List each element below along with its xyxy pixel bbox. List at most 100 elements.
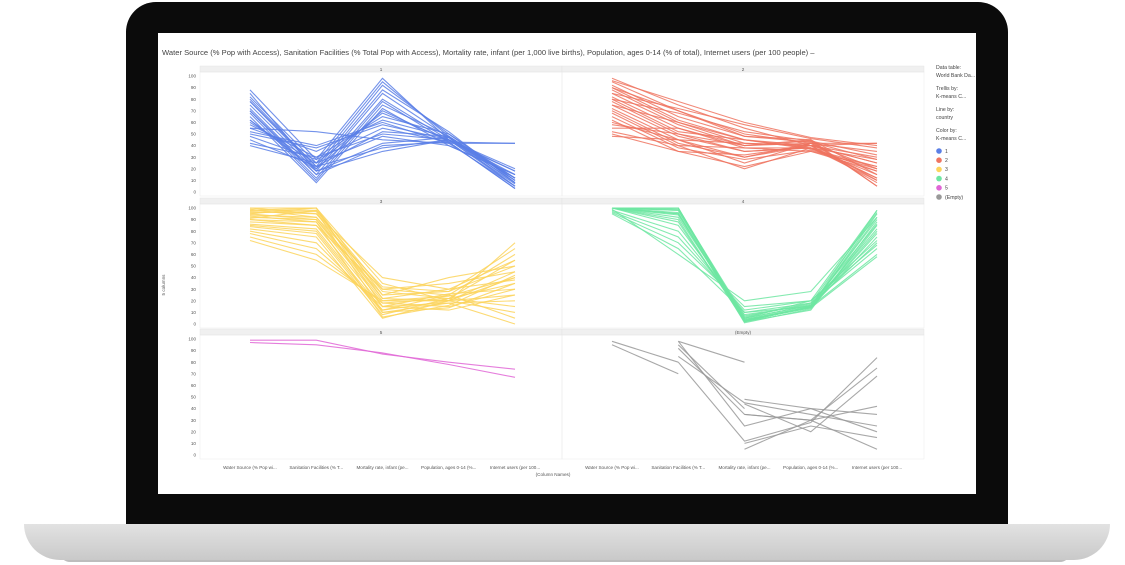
series-line	[611, 207, 878, 318]
series-line	[249, 209, 516, 300]
y-tick-label: 70	[191, 240, 197, 245]
series-line	[677, 355, 878, 427]
y-tick-label: 20	[191, 298, 197, 303]
series-line	[611, 340, 679, 363]
legend-swatch[interactable]	[936, 194, 942, 200]
x-tick-label: Mortality rate, infant (pe...	[356, 465, 408, 470]
y-tick-label: 70	[191, 371, 197, 376]
series-line	[249, 214, 516, 302]
y-tick-label: 60	[191, 383, 197, 388]
legend-swatch[interactable]	[936, 185, 942, 191]
legend-swatch[interactable]	[936, 157, 942, 163]
y-tick-label: 90	[191, 217, 197, 222]
y-tick-label: 10	[191, 178, 197, 183]
y-tick-label: 20	[191, 166, 197, 171]
series-line	[611, 207, 878, 316]
series-line	[611, 210, 878, 311]
x-tick-label: Population, ages 0-14 (%...	[783, 465, 838, 470]
series-line	[249, 216, 516, 302]
y-tick-label: 40	[191, 143, 197, 148]
x-tick-label: Water Source (% Pop wi...	[223, 465, 277, 470]
series-line	[611, 212, 878, 313]
series-line	[249, 127, 515, 144]
series-line	[744, 375, 878, 433]
y-tick-label: 100	[188, 74, 196, 79]
series-line	[611, 98, 878, 156]
legend-label[interactable]: 4	[945, 176, 948, 182]
legend-trellis-value[interactable]: K-means C...	[936, 94, 966, 100]
legend-data-table-value[interactable]: World Bank Da...	[936, 73, 975, 79]
y-tick-label: 0	[193, 190, 196, 195]
series-line	[611, 80, 878, 147]
x-tick-label: Internet users (per 100...	[852, 465, 902, 470]
y-tick-label: 90	[191, 348, 197, 353]
y-tick-label: 70	[191, 108, 197, 113]
legend-swatch[interactable]	[936, 175, 942, 182]
series-line	[249, 207, 516, 290]
series-line	[249, 215, 516, 318]
series-line	[249, 135, 516, 176]
series-line	[611, 124, 878, 181]
series-line	[677, 357, 878, 442]
legend-label[interactable]: 5	[945, 186, 948, 192]
series-line	[744, 398, 878, 415]
trellis-panel-6: (Empty) Water Source (% Pop wi... Sanitati…	[561, 328, 925, 470]
y-tick-label: 80	[191, 97, 197, 102]
legend-data-table-label: Data table:	[936, 65, 961, 71]
series-line	[249, 223, 516, 311]
legend-label[interactable]: 3	[945, 167, 948, 173]
x-tick-label: Internet users (per 100...	[490, 465, 540, 470]
series-line	[249, 236, 516, 308]
y-tick-label: 80	[191, 229, 197, 234]
y-tick-label: 0	[193, 453, 196, 458]
y-tick-label: 20	[191, 429, 197, 434]
series-line	[612, 127, 878, 187]
legend-color-label: Color by:	[936, 128, 957, 134]
trellis-panel-4: 4	[561, 197, 925, 329]
legend-line-value[interactable]: country	[936, 115, 953, 121]
x-tick-label: Mortality rate, infant (pe...	[718, 465, 770, 470]
panel-frame	[561, 203, 925, 329]
legend-color-value[interactable]: K-means C...	[936, 136, 966, 142]
series-line	[612, 207, 878, 319]
legend-panel: Data table: World Bank Da... Trellis by:…	[936, 65, 975, 201]
series-line	[611, 207, 878, 317]
legend-label[interactable]: (Empty)	[945, 195, 963, 201]
series-line	[611, 121, 877, 164]
series-line	[611, 207, 878, 323]
y-tick-label: 10	[191, 441, 197, 446]
y-tick-label: 30	[191, 418, 197, 423]
series-line	[611, 344, 679, 375]
laptop-base	[24, 524, 1110, 560]
series-line	[611, 207, 878, 322]
chart-title: Water Source (% Pop with Access), Sanita…	[162, 48, 815, 57]
series-line	[249, 226, 516, 316]
series-line	[611, 92, 878, 181]
trellis-panel-2: 2	[561, 65, 925, 197]
y-tick-label: 10	[191, 310, 197, 315]
series-line	[249, 127, 516, 161]
x-tick-label: Sanitation Facilities (% T...	[651, 465, 705, 470]
panel-frame	[561, 71, 925, 197]
series-line	[611, 135, 878, 164]
legend-line-label: Line by:	[936, 107, 954, 113]
laptop-screen: Water Source (% Pop with Access), Sanita…	[158, 33, 976, 494]
series-line	[611, 87, 878, 161]
y-tick-label: 100	[188, 206, 196, 211]
series-line	[249, 208, 516, 293]
y-tick-label: 50	[191, 264, 197, 269]
y-tick-label: 80	[191, 360, 197, 365]
panel-frame	[561, 334, 925, 460]
y-tick-label: 90	[191, 85, 197, 90]
series-line	[249, 230, 516, 319]
legend-label[interactable]: 2	[945, 158, 948, 164]
series-line	[249, 210, 516, 313]
legend-swatch[interactable]	[936, 166, 942, 173]
panel-title: 5	[380, 330, 383, 335]
x-tick-label: Population, ages 0-14 (%...	[421, 465, 476, 470]
series-line	[611, 108, 878, 158]
y-tick-label: 30	[191, 287, 197, 292]
legend-swatch[interactable]	[936, 148, 942, 154]
legend-label[interactable]: 1	[945, 149, 948, 155]
